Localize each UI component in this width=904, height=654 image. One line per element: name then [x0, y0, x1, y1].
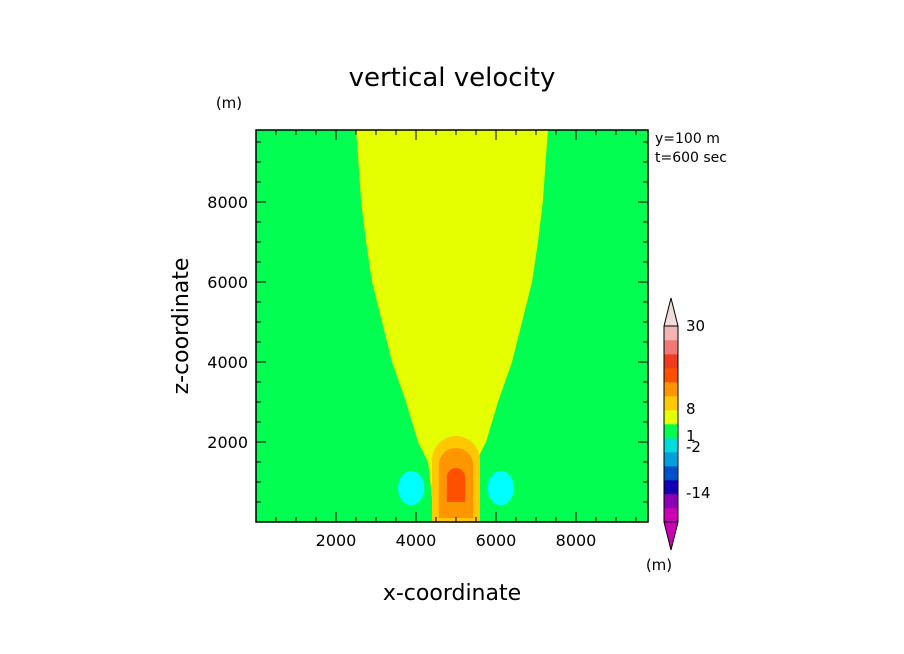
x-tick-label: 4000: [396, 531, 437, 550]
x-tick-label: 2000: [316, 531, 357, 550]
colorbar-label: 1: [686, 427, 696, 445]
colorbar-segment: [664, 494, 678, 509]
downdraft-2: [487, 470, 514, 506]
colorbar-segment: [664, 480, 678, 495]
y-axis-label: z-coordinate: [169, 258, 194, 395]
colorbar-segment: [664, 438, 678, 453]
colorbar-segment: [664, 354, 678, 369]
y-tick-label: 4000: [207, 353, 248, 372]
colorbar-max-arrow: [663, 297, 679, 327]
downdraft-1: [398, 470, 425, 506]
y-axis: 2000 4000 6000 8000: [207, 141, 648, 503]
y-unit-label: (m): [216, 94, 242, 112]
x-tick-label: 8000: [556, 531, 597, 550]
y-tick-label: 2000: [207, 433, 248, 452]
updraft-core-inner: [446, 467, 466, 502]
annotation-y: y=100 m: [655, 131, 720, 147]
chart-title: vertical velocity: [349, 63, 556, 93]
colorbar-segment: [664, 368, 678, 383]
colorbar-segment: [664, 410, 678, 425]
colorbar-segment: [664, 452, 678, 467]
colorbar-label: 30: [686, 317, 705, 335]
y-tick-label: 6000: [207, 273, 248, 292]
colorbar-segment: [664, 382, 678, 397]
annotation-t: t=600 sec: [655, 150, 727, 166]
colorbar-segment: [664, 340, 678, 355]
colorbar-segment: [664, 424, 678, 439]
plot-frame: [255, 129, 649, 523]
x-tick-label: 6000: [476, 531, 517, 550]
colorbar-min-arrow: [663, 521, 679, 551]
y-tick-label: 8000: [207, 193, 248, 212]
colorbar-label: 8: [686, 400, 696, 418]
plot-area: [255, 129, 649, 523]
x-axis: 2000 4000 6000 8000: [275, 130, 637, 550]
colorbar-segment: [664, 396, 678, 411]
plume-region: [356, 130, 548, 522]
colorbar-unit-label: (m): [646, 556, 672, 574]
colorbar-label: -14: [686, 484, 711, 502]
colorbar: 30 8 1-2 -14: [663, 297, 711, 551]
colorbar-segment: [664, 508, 678, 523]
colorbar-segment: [664, 326, 678, 341]
colorbar-segment: [664, 466, 678, 481]
colorbar-frame: [663, 325, 679, 523]
colorbar-label: -2: [686, 438, 701, 456]
x-axis-label: x-coordinate: [383, 581, 521, 606]
